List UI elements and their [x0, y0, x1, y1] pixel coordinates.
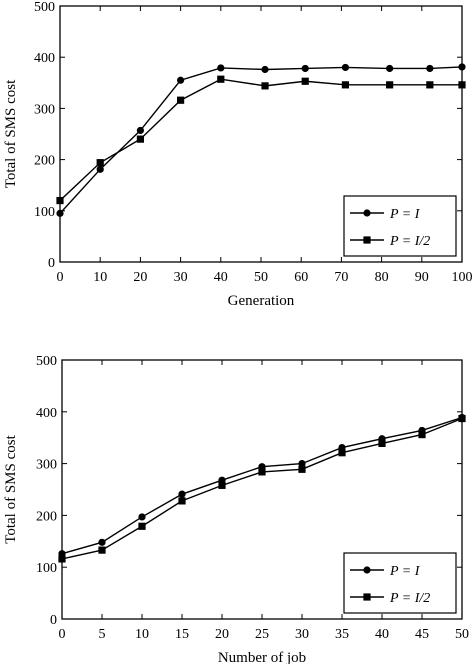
legend-marker-square: [363, 236, 371, 244]
x-tick-label: 40: [375, 627, 389, 642]
data-point-circle: [178, 490, 186, 498]
data-point-square: [458, 81, 466, 89]
x-tick-label: 0: [57, 270, 64, 285]
y-tick-label: 400: [36, 406, 57, 421]
y-axis-title: Total of SMS cost: [3, 79, 19, 188]
x-tick-label: 35: [335, 627, 349, 642]
data-point-square: [378, 439, 386, 447]
data-point-square: [258, 468, 266, 476]
data-point-square: [338, 449, 346, 457]
data-point-square: [178, 497, 186, 505]
y-tick-label: 200: [34, 154, 55, 169]
y-tick-label: 0: [48, 256, 55, 271]
legend-label: P = I: [389, 207, 421, 222]
data-point-square: [458, 414, 466, 423]
data-point-square: [426, 81, 434, 89]
legend-label: P = I/2: [389, 234, 430, 249]
chart-number-of-job-svg: 0 5 10 15 20 25 30 35 40 45 500100200300400500Numb…: [3, 354, 469, 664]
chart-number-of-job: 0 5 10 15 20 25 30 35 40 45 50 0 100 200 300 400 500 Numb…: [0, 340, 474, 664]
data-point-circle: [98, 538, 106, 546]
data-point-square: [261, 82, 269, 90]
data-point-square: [96, 159, 104, 167]
x-tick-label: 90: [415, 270, 429, 285]
data-point-circle: [136, 126, 144, 135]
x-tick-label: 60: [294, 270, 308, 285]
data-point-circle: [386, 64, 394, 73]
y-tick-label: 100: [34, 205, 55, 220]
x-tick-label: 10: [135, 627, 149, 642]
data-point-square: [341, 81, 350, 89]
x-tick-label: 100: [452, 270, 473, 285]
y-tick-label: 400: [34, 51, 55, 66]
y-tick-label: 0: [50, 613, 57, 628]
x-tick-label: 45: [415, 627, 429, 642]
x-tick-label: 0: [59, 627, 66, 642]
data-point-square: [98, 546, 106, 554]
x-tick-label: 30: [295, 627, 309, 642]
legend-marker-circle: [363, 209, 371, 217]
data-point-circle: [56, 209, 64, 217]
data-point-square: [418, 430, 426, 439]
data-point-circle: [426, 64, 434, 73]
x-axis-title: Number of job: [218, 650, 306, 664]
data-point-circle: [96, 165, 104, 173]
y-axis-title: Total of SMS cost: [3, 434, 19, 543]
x-tick-label: 80: [375, 270, 389, 285]
data-point-square: [136, 135, 144, 143]
data-point-square: [138, 522, 146, 530]
x-tick-label: 50: [455, 627, 469, 642]
x-tick-label: 30: [174, 270, 188, 285]
data-point-square: [301, 77, 309, 85]
x-tick-label: 70: [334, 270, 348, 285]
chart-generation-svg: 0 10 20 30 40 50 60 70 80 90 100 0 100 200 300 400 500 Ge…: [3, 0, 473, 309]
legend-box: [343, 552, 457, 614]
x-tick-label: 10: [93, 270, 107, 285]
chart-generation: 0 10 20 30 40 50 60 70 80 90 100 0 100 200 300 400 500 Ge…: [0, 0, 474, 320]
series-line-p-equals-i: [61, 416, 463, 555]
data-point-circle: [298, 460, 306, 468]
data-point-circle: [177, 76, 185, 84]
series-line-p-equals-i-half: [61, 417, 463, 560]
y-tick-label: 500: [34, 0, 55, 15]
x-tick-label: 20: [133, 270, 147, 285]
x-tick-label: 5: [99, 627, 106, 642]
legend-label: P = I/2: [389, 591, 430, 606]
series-line-p-equals-i-half: [59, 78, 462, 202]
data-point-square: [177, 96, 185, 104]
y-tick-label: 300: [36, 458, 57, 473]
data-point-square: [218, 481, 226, 489]
y-tick-label: 500: [36, 354, 57, 369]
x-tick-label: 40: [214, 270, 228, 285]
y-tick-label: 200: [36, 509, 57, 524]
data-point-square: [386, 81, 394, 89]
y-tick-label: 100: [36, 561, 57, 576]
legend-label: P = I: [389, 564, 421, 579]
legend-marker-square: [363, 593, 371, 601]
data-point-square: [298, 465, 306, 473]
x-tick-label: 15: [175, 627, 189, 642]
data-point-circle: [301, 64, 309, 73]
data-point-circle: [261, 65, 269, 74]
series-line-p-equals-i: [59, 66, 463, 214]
data-point-circle: [341, 63, 350, 72]
data-point-circle: [138, 513, 146, 521]
data-point-circle: [217, 64, 225, 72]
legend-marker-circle: [363, 566, 371, 574]
x-tick-label: 25: [255, 627, 269, 642]
data-point-circle: [458, 63, 466, 71]
legend-box: [343, 195, 457, 257]
x-axis-title: Generation: [228, 293, 295, 309]
data-point-square: [56, 196, 64, 205]
data-point-square: [217, 75, 225, 83]
y-tick-label: 300: [34, 102, 55, 117]
x-tick-label: 50: [254, 270, 268, 285]
x-tick-label: 20: [215, 627, 229, 642]
data-point-square: [58, 555, 66, 563]
